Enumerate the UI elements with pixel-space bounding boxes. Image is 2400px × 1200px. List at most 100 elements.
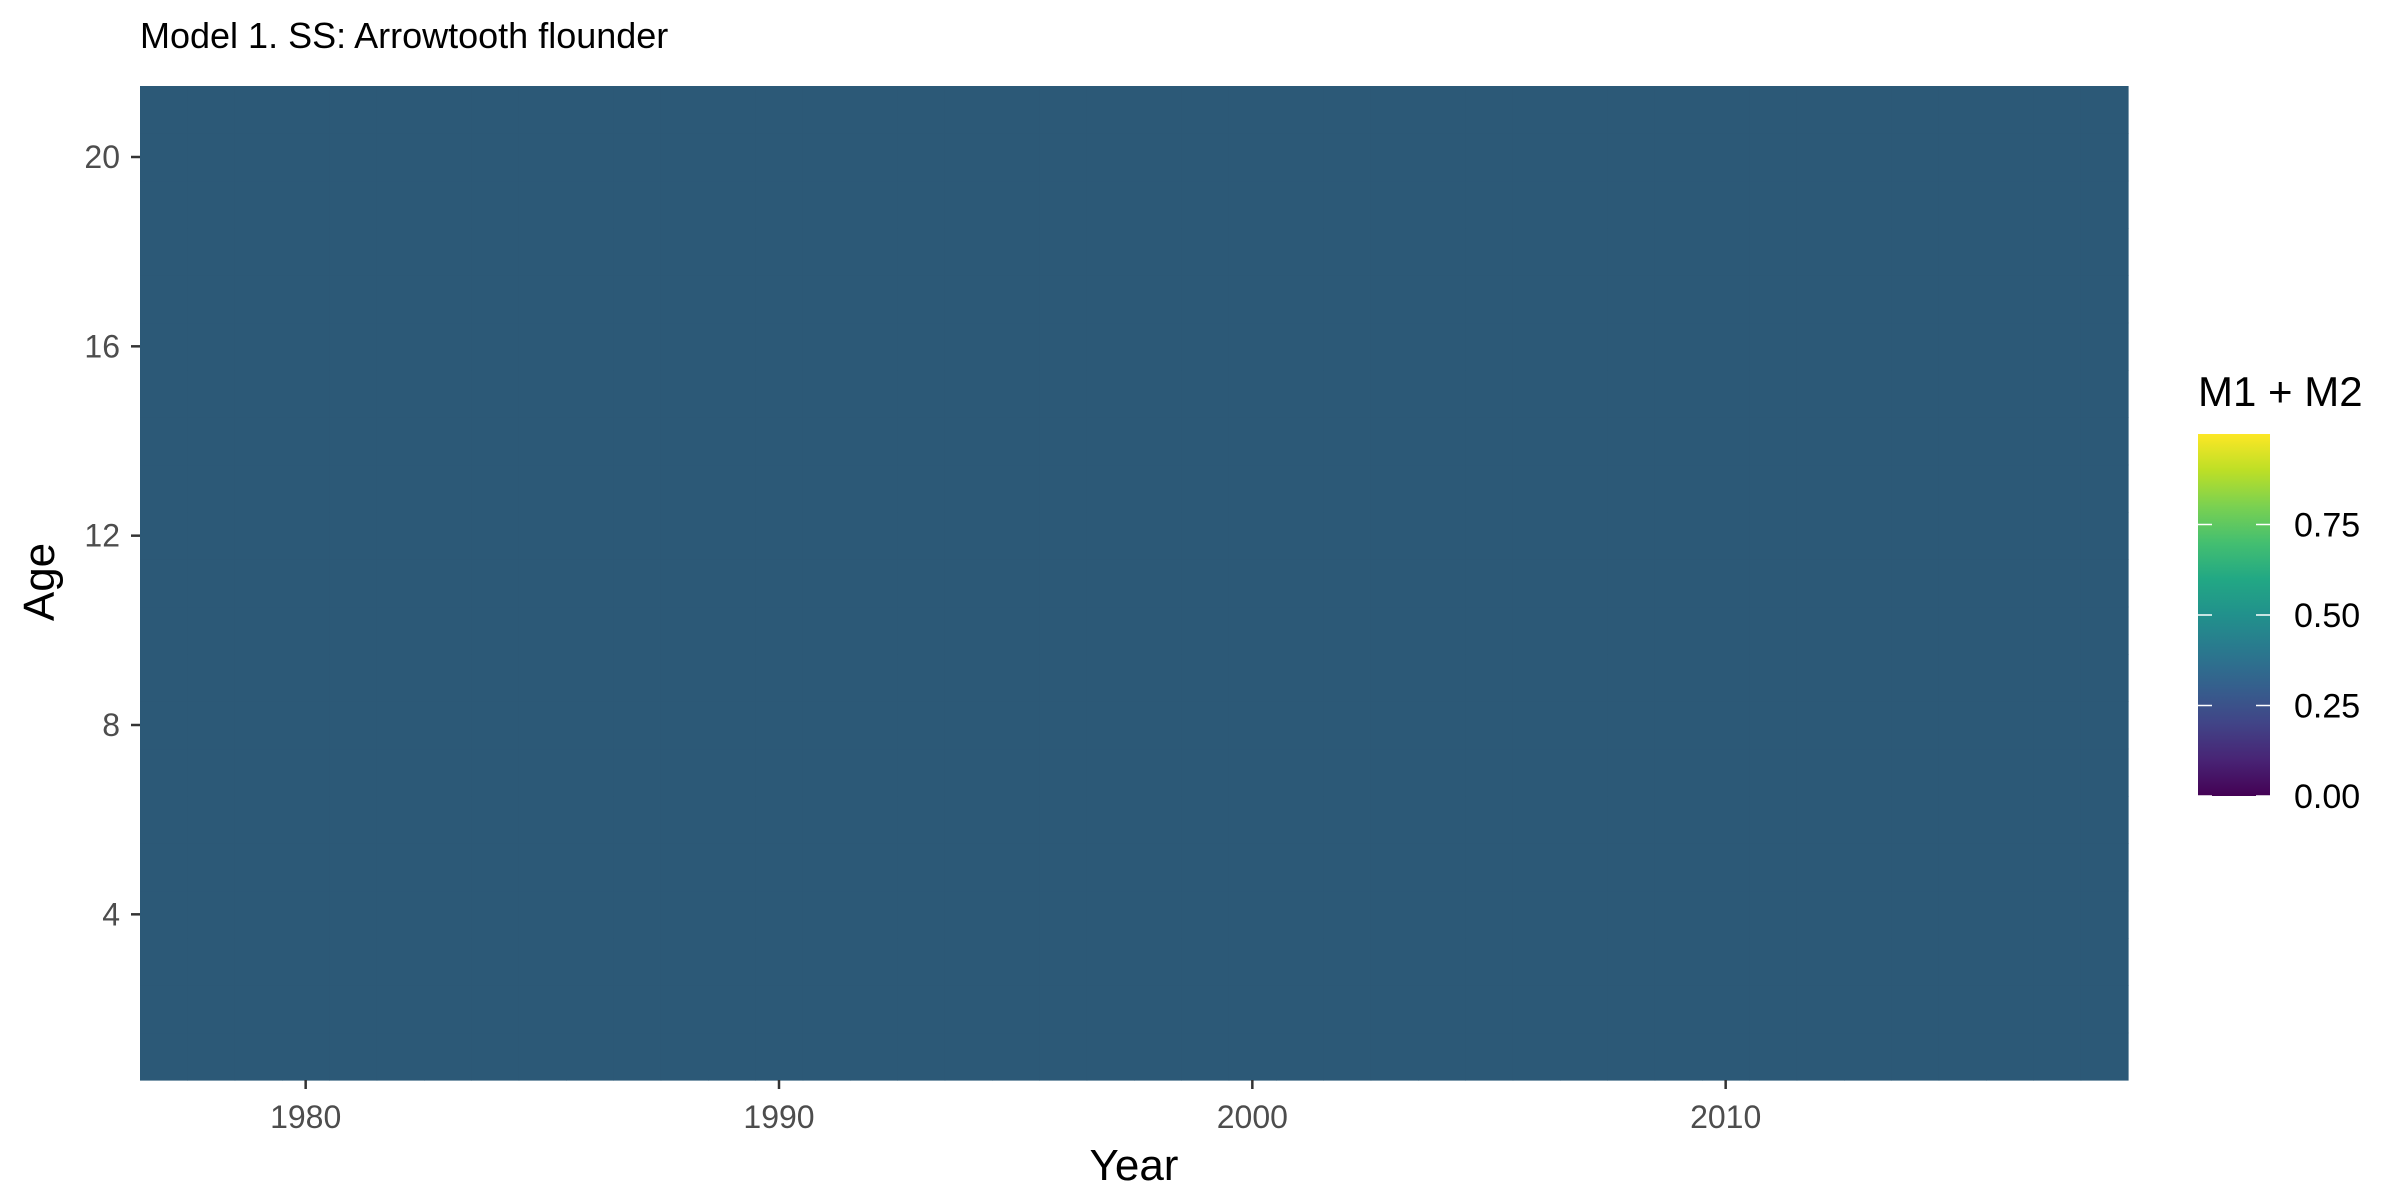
heatmap-cell — [1418, 890, 1466, 939]
heatmap-cell — [802, 464, 851, 513]
heatmap-cell — [1512, 464, 1561, 513]
heatmap-cell — [1418, 228, 1466, 276]
heatmap-cell — [708, 180, 756, 229]
heatmap-cell — [1796, 1032, 1845, 1081]
heatmap-cell — [1654, 133, 1703, 182]
heatmap-cell — [140, 606, 188, 655]
heatmap-cell — [850, 1032, 898, 1081]
heatmap-cell — [566, 322, 614, 371]
heatmap-cell — [1702, 701, 1750, 750]
heatmap-cell — [1560, 843, 1608, 892]
heatmap-cell — [1228, 938, 1277, 986]
heatmap-cell — [1323, 938, 1372, 986]
heatmap-cell — [329, 559, 378, 608]
heatmap-cell — [282, 275, 330, 324]
heatmap-cell — [1796, 748, 1845, 797]
heatmap-cell — [1654, 228, 1703, 276]
heatmap-cell — [376, 748, 425, 797]
heatmap-cell — [944, 370, 993, 418]
heatmap-cell — [424, 559, 472, 608]
chart-title: Model 1. SS: Arrowtooth flounder — [140, 15, 668, 56]
heatmap-cell — [1986, 275, 2034, 324]
heatmap-cell — [140, 275, 188, 324]
heatmap-cell — [2033, 417, 2082, 466]
heatmap-cell — [187, 275, 236, 324]
heatmap-cell — [1086, 606, 1135, 655]
heatmap-cell — [1181, 701, 1230, 750]
heatmap-cell — [1134, 322, 1182, 371]
heatmap-cell — [897, 417, 946, 466]
heatmap-cell — [1844, 1032, 1892, 1081]
heatmap-cell — [1181, 512, 1230, 560]
heatmap-cell — [1276, 701, 1324, 750]
heatmap-cell — [1796, 180, 1845, 229]
heatmap-cell — [234, 654, 283, 702]
heatmap-cell — [471, 512, 520, 560]
heatmap-cell — [992, 559, 1040, 608]
heatmap-cell — [329, 180, 378, 229]
heatmap-cell — [1702, 417, 1750, 466]
heatmap-cell — [1039, 180, 1088, 229]
heatmap-cell — [187, 843, 236, 892]
heatmap-cell — [1181, 985, 1230, 1034]
heatmap-cell — [1654, 275, 1703, 324]
heatmap-cell — [1228, 464, 1277, 513]
heatmap-cell — [187, 606, 236, 655]
heatmap-cell — [755, 748, 804, 797]
y-tick-label: 16 — [84, 328, 120, 364]
heatmap-cell — [1891, 843, 1940, 892]
heatmap-cell — [187, 559, 236, 608]
heatmap-cell — [1370, 275, 1419, 324]
heatmap-cell — [1560, 985, 1608, 1034]
heatmap-cell — [897, 701, 946, 750]
heatmap-cell — [1844, 228, 1892, 276]
heatmap-cell — [1560, 890, 1608, 939]
heatmap-cell — [1702, 228, 1750, 276]
heatmap-cell — [471, 180, 520, 229]
heatmap-cell — [424, 417, 472, 466]
heatmap-cell — [2033, 1032, 2082, 1081]
heatmap-cell — [897, 180, 946, 229]
heatmap-cell — [1465, 843, 1514, 892]
heatmap-cell — [660, 748, 709, 797]
heatmap-cell — [1938, 322, 1987, 371]
heatmap-cell — [518, 654, 567, 702]
heatmap-cell — [1560, 417, 1608, 466]
heatmap-cell — [282, 512, 330, 560]
heatmap-cell — [613, 701, 662, 750]
heatmap-cell — [897, 890, 946, 939]
heatmap-cell — [1749, 180, 1798, 229]
heatmap-cell — [140, 748, 188, 797]
heatmap-cell — [1086, 322, 1135, 371]
x-tick-label: 1980 — [270, 1099, 341, 1135]
heatmap-cell — [1418, 180, 1466, 229]
heatmap-cell — [1891, 559, 1940, 608]
heatmap-cell — [1844, 86, 1892, 134]
heatmap-cell — [897, 748, 946, 797]
heatmap-cell — [1938, 512, 1987, 560]
heatmap-cell — [2033, 654, 2082, 702]
heatmap-cell — [1654, 86, 1703, 134]
heatmap-cell — [1702, 322, 1750, 371]
heatmap-cell — [1370, 843, 1419, 892]
heatmap-cell — [1654, 890, 1703, 939]
heatmap-cell — [1323, 796, 1372, 844]
heatmap-cell — [613, 180, 662, 229]
heatmap-cell — [1891, 464, 1940, 513]
heatmap-cell — [1702, 748, 1750, 797]
heatmap-cell — [1134, 512, 1182, 560]
heatmap-cell — [424, 133, 472, 182]
heatmap-cell — [1228, 654, 1277, 702]
heatmap-cell — [1560, 606, 1608, 655]
heatmap-cell — [708, 985, 756, 1034]
heatmap-cell — [1844, 606, 1892, 655]
heatmap-cell — [1228, 1032, 1277, 1081]
heatmap-cell — [850, 890, 898, 939]
heatmap-cell — [1134, 86, 1182, 134]
heatmap-cell — [1418, 370, 1466, 418]
heatmap-cell — [1276, 654, 1324, 702]
heatmap-cell — [282, 559, 330, 608]
heatmap-cell — [1607, 701, 1656, 750]
heatmap-cell — [1986, 606, 2034, 655]
heatmap-cell — [1891, 606, 1940, 655]
